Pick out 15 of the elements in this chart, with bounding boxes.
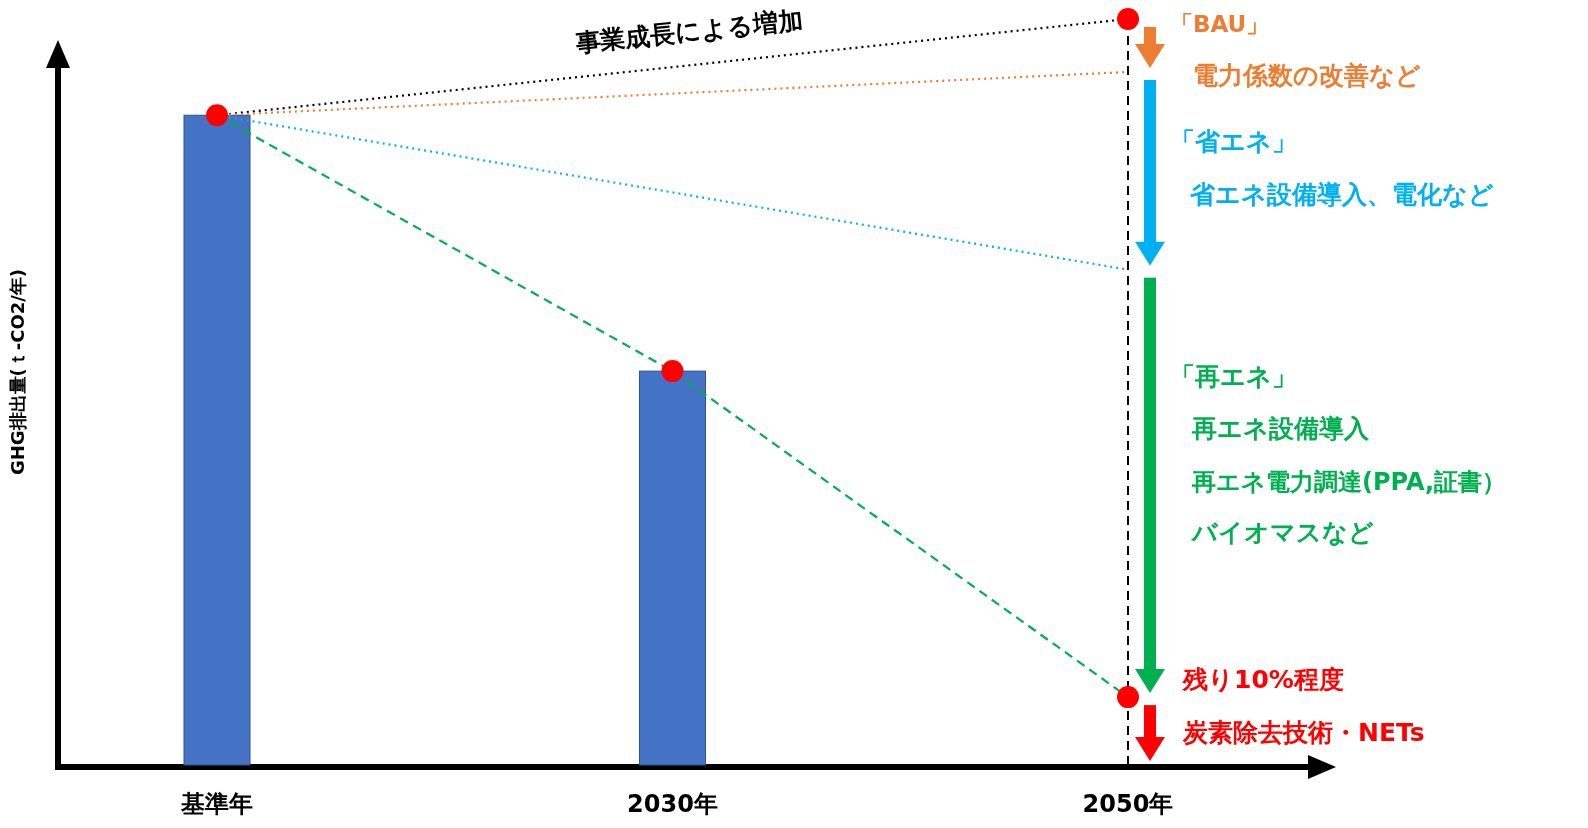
annotation: 再エネ設備導入 [1191,414,1370,443]
annotation: 炭素除去技術・NETs [1182,718,1425,747]
annotation: 省エネ設備導入、電化など [1189,180,1494,209]
x-tick-label: 2030年 [627,790,718,818]
annotation: 電力係数の改善など [1193,61,1421,90]
annotation: 残り10%程度 [1182,665,1344,694]
x-tick-label: 基準年 [180,790,253,818]
annotation: バイオマスなど [1190,518,1374,547]
annotation: 再エネ電力調達(PPA,証書） [1191,468,1507,496]
annotation: 「再エネ」 [1170,362,1297,391]
annotation: 「省エネ」 [1170,127,1297,156]
annotation: 「BAU」 [1170,11,1270,37]
y-axis-title: GHG排出量(ｔ-CO2/年) [7,268,28,476]
x-tick-label: 2050年 [1082,790,1174,818]
annotation: 事業成長による増加 [573,5,805,58]
